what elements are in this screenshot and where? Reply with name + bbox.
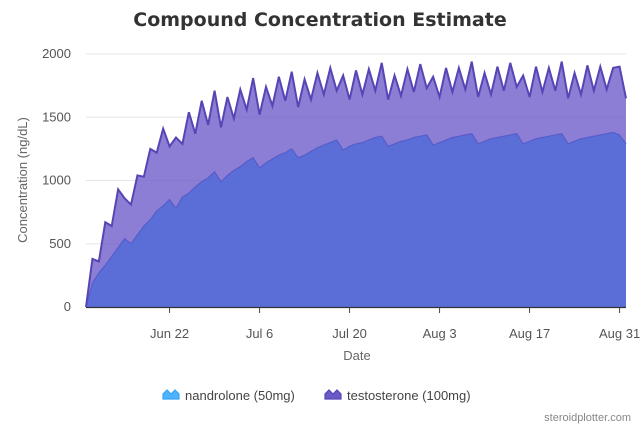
series-areas bbox=[85, 61, 627, 308]
x-tick-label: Jul 6 bbox=[246, 326, 273, 341]
legend-label: testosterone (100mg) bbox=[347, 388, 471, 403]
legend-label: nandrolone (50mg) bbox=[185, 388, 295, 403]
y-axis-label: Concentration (ng/dL) bbox=[15, 117, 30, 243]
legend-area-icon bbox=[324, 389, 342, 400]
y-tick-label: 500 bbox=[49, 236, 71, 251]
series-area bbox=[86, 132, 626, 307]
y-tick-label: 2000 bbox=[42, 46, 71, 61]
x-tick-label: Aug 31 bbox=[599, 326, 640, 341]
y-tick-label: 1000 bbox=[42, 173, 71, 188]
watermark: steroidplotter.com bbox=[544, 412, 631, 424]
chart-title: Compound Concentration Estimate bbox=[133, 9, 506, 31]
x-axis-label: Date bbox=[343, 348, 370, 363]
series-line bbox=[85, 61, 627, 308]
legend-item[interactable]: testosterone (100mg) bbox=[324, 388, 471, 403]
x-tick-label: Aug 17 bbox=[509, 326, 550, 341]
series-area bbox=[86, 61, 626, 308]
x-tick-label: Jul 20 bbox=[332, 326, 367, 341]
y-tick-label: 0 bbox=[64, 299, 71, 314]
x-axis-ticks: Jun 22 Jul 6 Jul 20 Aug 3 Aug 17 Aug 31 bbox=[150, 307, 640, 341]
legend-area-icon bbox=[162, 389, 180, 400]
legend[interactable]: nandrolone (50mg) testosterone (100mg) bbox=[162, 388, 471, 403]
x-tick-label: Aug 3 bbox=[423, 326, 457, 341]
y-tick-label: 1500 bbox=[42, 109, 71, 124]
y-axis-ticks: 0 500 1000 1500 2000 bbox=[42, 46, 71, 314]
legend-item[interactable]: nandrolone (50mg) bbox=[162, 388, 295, 403]
x-tick-label: Jun 22 bbox=[150, 326, 189, 341]
